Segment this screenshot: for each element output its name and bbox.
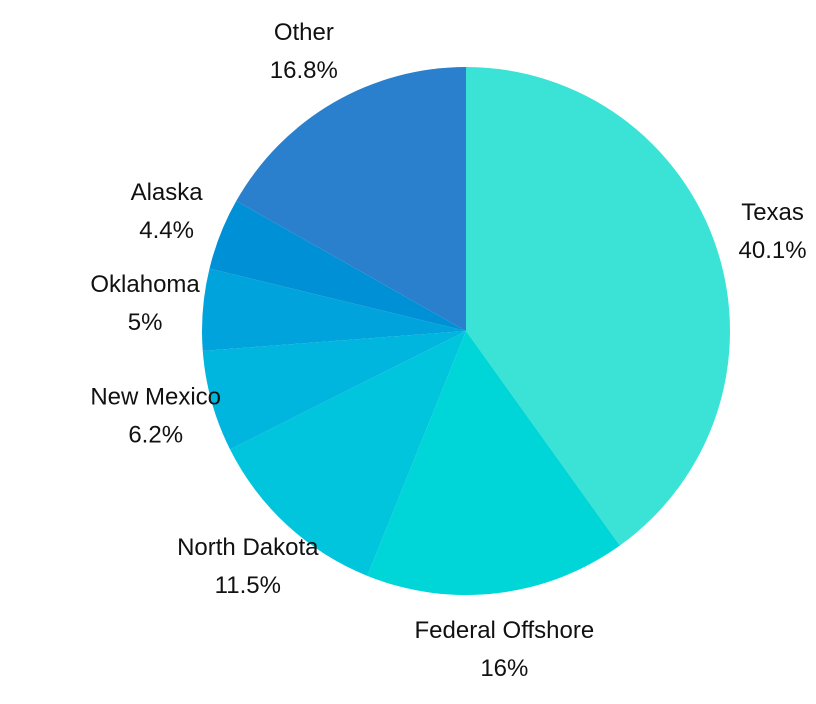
slice-label: New Mexico — [90, 383, 221, 410]
slice-label: Texas — [741, 199, 804, 226]
pie-slice — [466, 67, 731, 546]
slice-label: Other — [274, 19, 334, 46]
value-label: 16.8% — [270, 57, 338, 84]
value-label: 5% — [128, 309, 163, 336]
value-label: 40.1% — [739, 237, 807, 264]
value-label: 6.2% — [128, 421, 183, 448]
slice-label: North Dakota — [177, 534, 319, 561]
pie-slice — [230, 331, 466, 576]
pie-slice — [236, 67, 466, 331]
slice-label: Oklahoma — [90, 271, 200, 298]
value-label: 4.4% — [139, 217, 194, 244]
value-label: 11.5% — [215, 572, 281, 599]
pie-slice — [202, 331, 466, 450]
value-label: 16% — [480, 655, 528, 682]
pie-slice — [209, 200, 466, 331]
pie-slice — [367, 331, 620, 595]
slice-label: Alaska — [131, 179, 204, 206]
pie-slice — [202, 268, 466, 351]
slice-label: Federal Offshore — [415, 617, 595, 644]
